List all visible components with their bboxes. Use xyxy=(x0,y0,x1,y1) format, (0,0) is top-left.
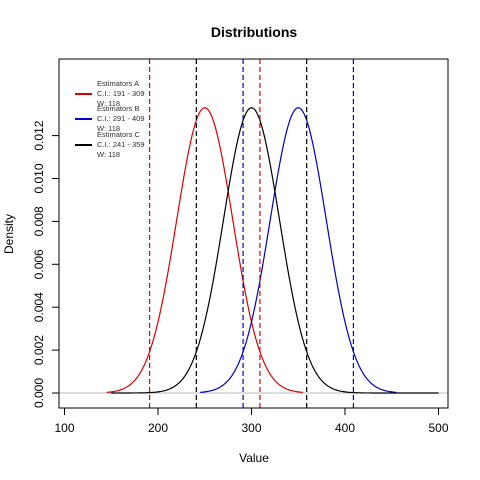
y-tick-label: 0.004 xyxy=(32,292,46,322)
legend-entry-3-line-2: C.I.: 241 - 359 xyxy=(97,140,145,149)
legend-entry-3-line-1: Estimators C xyxy=(97,130,141,139)
legend-entry-1-line-1: Estimators A xyxy=(97,79,139,88)
legend-entry-1-line-2: C.I.: 191 - 309 xyxy=(97,89,145,98)
x-axis: 100 200 300 400 500 xyxy=(54,407,449,435)
legend-entry-2-line-2: C.I.: 291 - 409 xyxy=(97,114,145,123)
y-tick-label: 0.012 xyxy=(32,120,46,150)
x-tick-label: 100 xyxy=(54,421,74,435)
y-tick-label: 0.000 xyxy=(32,378,46,408)
x-tick-label: 500 xyxy=(428,421,448,435)
x-axis-label: Value xyxy=(239,451,269,465)
legend-entry-1-line-3: W: 118 xyxy=(97,99,120,108)
series-line-2 xyxy=(200,107,397,393)
y-tick-label: 0.006 xyxy=(32,249,46,279)
series-line-1 xyxy=(106,107,303,393)
x-tick-label: 400 xyxy=(335,421,355,435)
x-tick-label: 200 xyxy=(148,421,168,435)
chart-title: Distributions xyxy=(211,24,298,40)
density-curves xyxy=(59,107,448,394)
ci-lines xyxy=(148,59,355,408)
legend-entry-2-line-1: Estimators B xyxy=(97,104,140,113)
series-line-3 xyxy=(111,107,439,394)
y-tick-label: 0.002 xyxy=(32,335,46,365)
y-axis: 0.000 0.002 0.004 0.006 0.008 0.010 0.012 xyxy=(32,120,60,408)
y-tick-label: 0.008 xyxy=(32,206,46,236)
legend-entry-3-line-3: W: 118 xyxy=(97,150,120,159)
y-tick-label: 0.010 xyxy=(32,163,46,193)
legend-entry-2-line-3: W: 118 xyxy=(97,124,120,133)
x-tick-label: 300 xyxy=(241,421,261,435)
y-axis-label: Density xyxy=(2,214,16,254)
